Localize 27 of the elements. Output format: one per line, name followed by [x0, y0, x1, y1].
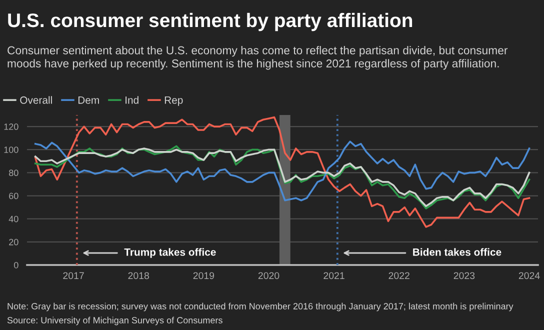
x-tick-label: 2024 [518, 272, 540, 280]
line-series [34, 140, 530, 202]
chart-subtitle: Consumer sentiment about the U.S. economy has come to reflect the partisan divide, but consumer moods have perked up recently. Sentiment is the highest since 2021 regardless of party affiliation. [8, 46, 508, 70]
y-tick-label: 80 [9, 170, 18, 176]
x-tick-label: 2022 [388, 272, 410, 280]
line-series [34, 116, 530, 228]
x-tick-label: 2019 [193, 272, 214, 280]
legend-label: Dem [78, 96, 99, 104]
x-tick-label: 2018 [128, 272, 150, 280]
y-tick-label: 60 [9, 192, 18, 200]
legend-label: Overall [20, 96, 52, 104]
ref-line-label: Trump takes office [124, 248, 216, 258]
x-tick-label: 2017 [63, 272, 84, 280]
chart-title: U.S. consumer sentiment by party affiliation [8, 12, 412, 32]
x-tick-label: 2020 [258, 272, 280, 280]
source-note: Source: University of Michigan Surveys of Consumers [7, 316, 222, 326]
y-tick-label: 120 [4, 124, 18, 130]
y-tick-label: 100 [4, 146, 18, 153]
y-tick-label: 40 [8, 216, 18, 222]
y-tick-label: 0 [14, 262, 18, 268]
legend-label: Ind [126, 96, 138, 104]
x-tick-label: 2023 [454, 272, 475, 280]
text: Note: Gray bar is recession; survey was not conducted from November 2016 through January 2017; latest month is preliminary [8, 302, 514, 312]
y-tick-label: 20 [9, 238, 18, 246]
legend-label: Rep [164, 96, 183, 106]
ref-line-label: Biden takes office [413, 248, 502, 256]
x-tick-label: 2021 [324, 272, 344, 280]
